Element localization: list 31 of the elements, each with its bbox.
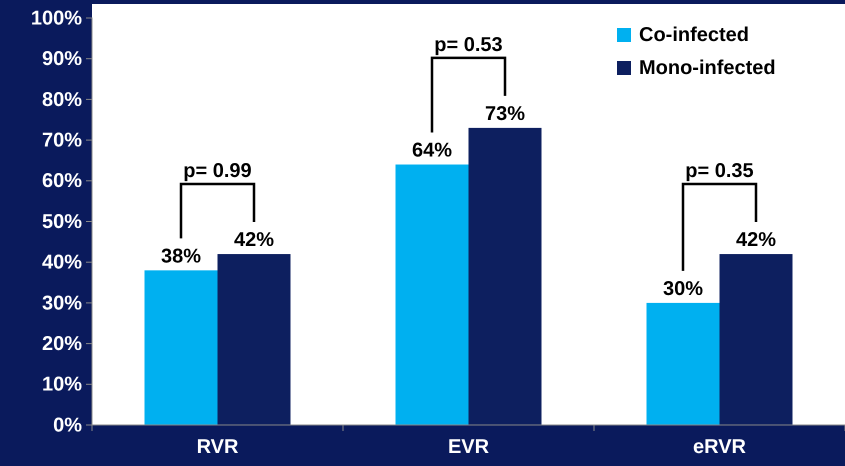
text: 38% (160, 245, 202, 268)
bar (144, 270, 218, 425)
x-tick-label: eRVR (693, 436, 747, 458)
bar (468, 128, 542, 425)
text: 42% (736, 229, 776, 252)
bar (218, 254, 290, 425)
annotation: p= 0.53 (434, 34, 503, 56)
x-tick-label: RVR (196, 436, 239, 458)
y-tick-label: 60% (42, 170, 82, 192)
y-tick-label: 0% (53, 414, 82, 436)
bar (720, 254, 792, 425)
y-tick-label: 10% (42, 374, 82, 396)
x-tick-label: EVR (448, 436, 490, 458)
y-tick-label: 30% (42, 292, 82, 314)
y-tick-label: 100% (30, 7, 82, 30)
y-tick-label: 90% (42, 48, 82, 70)
y-tick-label: 50% (42, 210, 82, 233)
text: 42% (234, 229, 274, 252)
y-tick-label: 40% (42, 252, 82, 274)
legend-label: Mono-infected (639, 57, 776, 79)
text: 64% (412, 140, 452, 162)
bar (646, 302, 720, 425)
y-tick-label: 80% (42, 88, 82, 111)
y-tick-label: 20% (42, 333, 82, 355)
text: 73% (484, 102, 526, 125)
legend-label: Co-infected (639, 24, 749, 46)
bar (396, 164, 468, 425)
annotation: p= 0.35 (685, 160, 754, 182)
annotation: p= 0.99 (183, 160, 252, 182)
y-tick-label: 70% (42, 130, 82, 152)
text: 30% (662, 278, 704, 300)
